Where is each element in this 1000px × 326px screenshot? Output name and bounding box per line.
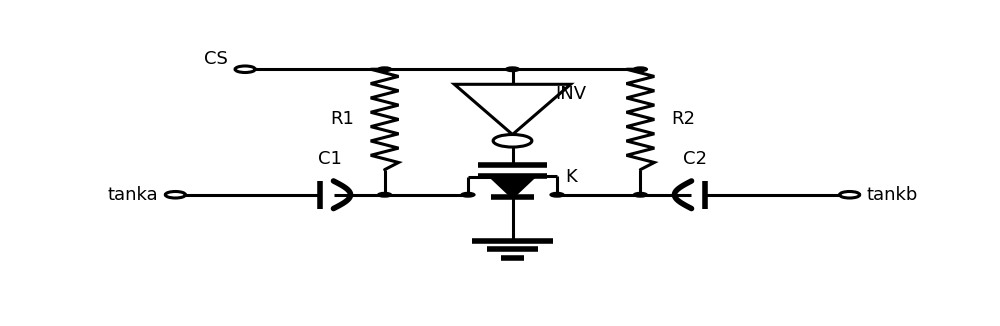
Polygon shape [491, 177, 534, 197]
Text: tankb: tankb [867, 186, 918, 204]
Circle shape [550, 192, 564, 197]
Text: R1: R1 [330, 111, 354, 128]
Text: K: K [565, 168, 577, 185]
Circle shape [461, 192, 475, 197]
Circle shape [840, 191, 860, 198]
Text: R2: R2 [671, 111, 695, 128]
Circle shape [165, 191, 185, 198]
Circle shape [633, 67, 647, 71]
Circle shape [235, 66, 255, 72]
Text: CS: CS [204, 50, 228, 68]
Circle shape [493, 135, 532, 147]
Text: C2: C2 [683, 150, 707, 169]
Circle shape [506, 67, 519, 71]
Text: tanka: tanka [108, 186, 158, 204]
Circle shape [378, 67, 392, 71]
Text: INV: INV [555, 85, 586, 103]
Circle shape [378, 192, 392, 197]
Circle shape [633, 192, 647, 197]
Text: C1: C1 [318, 150, 342, 169]
